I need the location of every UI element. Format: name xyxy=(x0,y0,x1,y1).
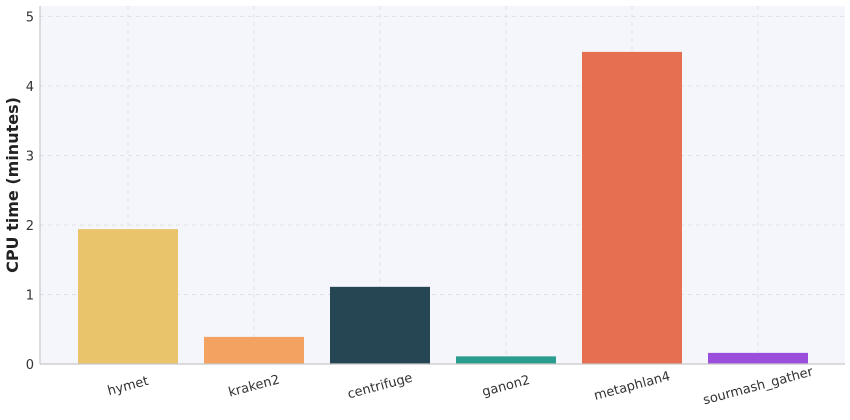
bar-centrifuge xyxy=(330,286,430,364)
bar-sourmash_gather xyxy=(708,352,808,364)
x-tick-label: metaphlan4 xyxy=(592,369,672,404)
y-tick-label: 1 xyxy=(26,288,34,303)
x-tick-label: hymet xyxy=(106,374,150,399)
y-tick-label: 0 xyxy=(26,358,34,373)
bar-hymet xyxy=(78,229,178,364)
x-tick-label: kraken2 xyxy=(227,372,282,400)
y-tick-label: 5 xyxy=(26,10,34,25)
y-tick-label: 3 xyxy=(26,149,34,164)
x-tick-label: ganon2 xyxy=(481,373,532,400)
y-tick-label: 2 xyxy=(26,219,34,234)
x-tick-label: sourmash_gather xyxy=(702,364,816,408)
bar-metaphlan4 xyxy=(582,51,682,365)
x-axis-ticks: hymet kraken2 centrifuge ganon2 metaphlan4 so… xyxy=(106,364,815,408)
bars xyxy=(78,51,808,365)
bar-ganon2 xyxy=(456,356,556,364)
y-axis-ticks: 0 1 2 3 4 5 xyxy=(26,10,34,373)
y-axis-label: CPU time (minutes) xyxy=(3,97,22,273)
x-tick-label: centrifuge xyxy=(346,371,414,403)
bar-kraken2 xyxy=(204,336,304,364)
y-tick-label: 4 xyxy=(26,80,34,95)
